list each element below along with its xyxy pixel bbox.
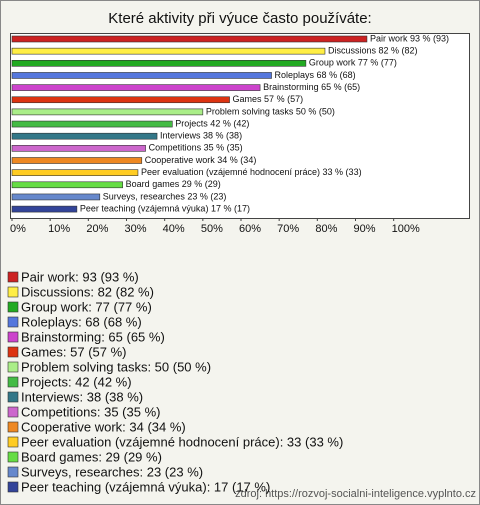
legend-swatch <box>7 436 19 448</box>
legend-label: Peer evaluation (vzájemné hodnocení prác… <box>21 434 343 449</box>
legend-swatch <box>7 376 19 388</box>
bar-label: Group work 77 % (77) <box>309 58 397 68</box>
legend-label: Peer teaching (vzájemná výuka): 17 (17 %… <box>21 479 270 494</box>
legend-swatch <box>7 301 19 313</box>
bar <box>11 96 230 104</box>
bar <box>11 84 261 91</box>
legend-label: Competitions: 35 (35 %) <box>21 404 160 419</box>
legend-swatch <box>7 316 19 328</box>
bar-label: Competitions 35 % (35) <box>149 143 243 153</box>
bar-label: Cooperative work 34 % (34) <box>145 155 257 165</box>
x-tick-label: 30% <box>125 223 147 235</box>
x-tick-label: 60% <box>239 223 261 235</box>
legend-swatch <box>7 271 19 283</box>
bar <box>11 120 173 128</box>
legend-swatch <box>7 346 19 358</box>
legend-swatch <box>7 391 19 403</box>
bar-label: Problem solving tasks 50 % (50) <box>206 106 335 116</box>
x-tick-label: 90% <box>354 223 376 235</box>
bar-label: Pair work 93 % (93) <box>370 33 449 43</box>
bar-label: Games 57 % (57) <box>233 94 304 104</box>
bar <box>11 181 123 189</box>
bar <box>11 35 368 43</box>
source: zdroj: https://rozvoj-socialni-inteligen… <box>235 488 476 500</box>
bar <box>11 132 158 140</box>
bar-label: Discussions 82 % (82) <box>328 46 418 56</box>
legend-label: Roleplays: 68 (68 %) <box>21 314 142 329</box>
bar <box>11 205 78 213</box>
bar-label: Brainstorming 65 % (65) <box>263 82 360 92</box>
legend-swatch <box>7 406 19 418</box>
bar <box>11 47 326 55</box>
legend-label: Projects: 42 (42 %) <box>21 374 132 389</box>
bar-label: Board games 29 % (29) <box>126 179 221 189</box>
bar-label: Peer teaching (vzájemná výuka) 17 % (17) <box>80 203 250 213</box>
legend-label: Pair work: 93 (93 %) <box>21 269 139 284</box>
legend-swatch <box>7 421 19 433</box>
bar <box>11 169 139 176</box>
bar-label: Peer evaluation (vzájemné hodnocení prác… <box>141 167 362 177</box>
x-tick-label: 20% <box>86 223 108 235</box>
legend-swatch <box>7 466 19 478</box>
legend-label: Games: 57 (57 %) <box>21 344 127 359</box>
x-tick-label: 40% <box>163 223 185 235</box>
bar-label: Interviews 38 % (38) <box>160 131 242 141</box>
x-tick-label: 10% <box>48 223 70 235</box>
legend-swatch <box>7 451 19 463</box>
bar <box>11 145 146 152</box>
bar <box>11 72 272 79</box>
legend-label: Brainstorming: 65 (65 %) <box>21 329 165 344</box>
legend-label: Interviews: 38 (38 %) <box>21 389 143 404</box>
legend-label: Discussions: 82 (82 %) <box>21 284 154 299</box>
bar <box>11 157 143 164</box>
legend-label: Cooperative work: 34 (34 %) <box>21 419 186 434</box>
legend-swatch <box>7 481 19 493</box>
bar <box>11 59 307 67</box>
bar <box>11 193 101 201</box>
bar <box>11 108 204 116</box>
bar-label: Roleplays 68 % (68) <box>275 70 356 80</box>
x-tick-label: 70% <box>277 223 299 235</box>
legend-swatch <box>7 361 19 373</box>
bar-label: Surveys, researches 23 % (23) <box>103 191 227 201</box>
x-tick-label: 50% <box>201 223 223 235</box>
legend-label: Board games: 29 (29 %) <box>21 449 162 464</box>
x-tick-label: 0% <box>10 223 26 235</box>
x-tick-label: 100% <box>392 223 420 235</box>
legend-label: Group work: 77 (77 %) <box>21 299 152 314</box>
legend-swatch <box>7 331 19 343</box>
x-tick-label: 80% <box>315 223 337 235</box>
bar-label: Projects 42 % (42) <box>175 118 249 128</box>
legend-label: Surveys, researches: 23 (23 %) <box>21 464 203 479</box>
legend-label: Problem solving tasks: 50 (50 %) <box>21 359 211 374</box>
legend-swatch <box>7 286 19 298</box>
chart-title: Které aktivity při výuce často používáte… <box>108 10 371 27</box>
